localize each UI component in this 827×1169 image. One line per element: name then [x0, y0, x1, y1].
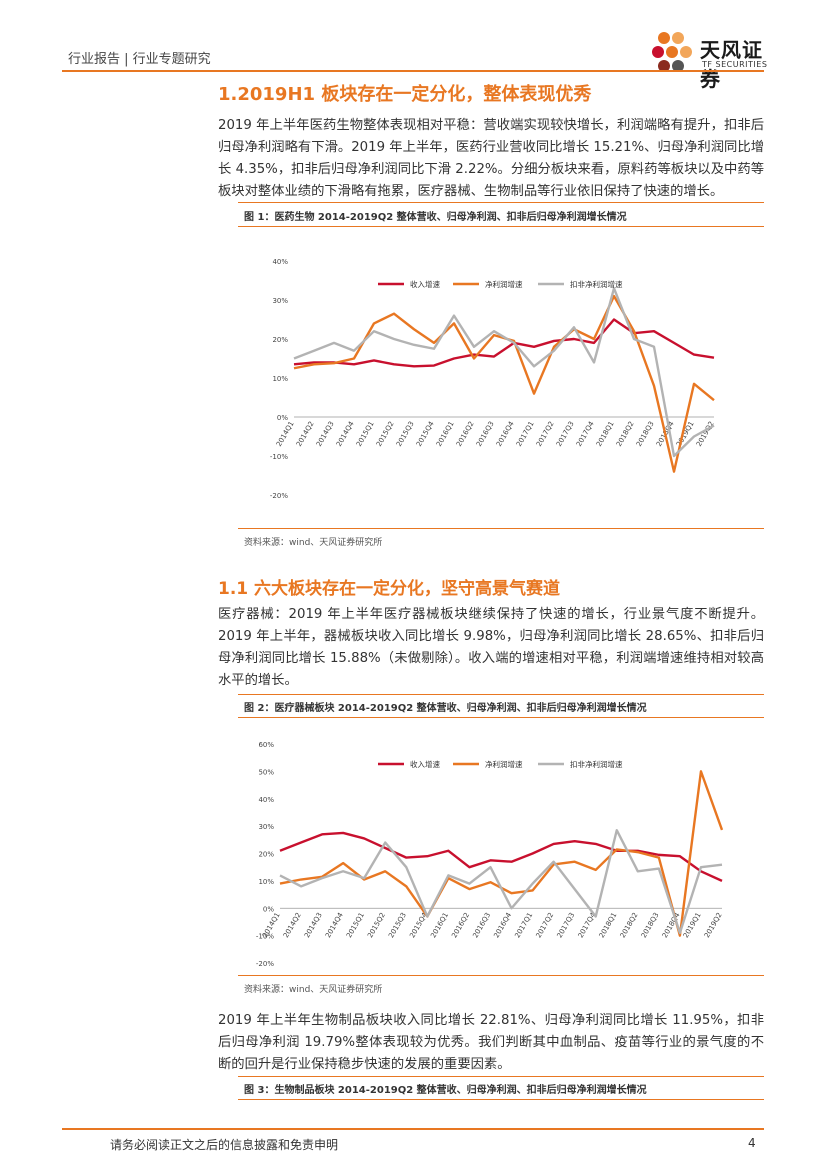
- y-tick-label: -20%: [256, 960, 274, 968]
- x-tick-label: 2016Q1: [429, 911, 450, 939]
- y-tick-label: 30%: [272, 297, 288, 305]
- figure1-line-chart: 40% 30% 20% 10% 0% -10% -20% 2014Q1 2014Q2 2014Q3…: [270, 258, 716, 500]
- x-tick-label: 2016Q3: [475, 420, 496, 448]
- x-tick-label: 2015Q3: [395, 420, 416, 448]
- y-tick-label: 40%: [258, 796, 274, 804]
- x-tick-label: 2014Q4: [324, 911, 345, 940]
- footer-divider: [62, 1128, 764, 1130]
- disclaimer-text: 请务必阅读正文之后的信息披露和免责申明: [110, 1138, 339, 1152]
- figure2-caption: 图 2：医疗器械板块 2014-2019Q2 整体营收、归母净利润、扣非后归母净…: [244, 703, 647, 714]
- y-tick-label: 60%: [258, 741, 274, 749]
- legend-label: 净利润增速: [485, 279, 523, 289]
- x-tick-label: 2018Q2: [615, 420, 636, 448]
- x-tick-label: 2017Q1: [515, 420, 536, 448]
- x-tick-label: 2017Q1: [513, 911, 534, 939]
- x-tick-label: 2018Q3: [635, 420, 656, 448]
- x-tick-label: 2017Q4: [575, 420, 596, 449]
- x-tick-label: 2015Q4: [415, 420, 436, 449]
- x-tick-label: 2014Q3: [315, 420, 336, 448]
- y-tick-label: 20%: [258, 851, 274, 859]
- x-tick-label: 2014Q3: [303, 911, 324, 939]
- x-tick-label: 2015Q3: [387, 911, 408, 939]
- x-tick-label: 2016Q3: [471, 911, 492, 939]
- y-tick-label: 50%: [258, 768, 274, 776]
- x-tick-label: 2015Q1: [345, 911, 366, 939]
- figure2-source: 资料来源：wind、天风证券研究所: [244, 985, 383, 995]
- y-tick-label: 40%: [272, 258, 288, 266]
- x-tick-label: 2015Q1: [355, 420, 376, 448]
- y-tick-label: 10%: [258, 878, 274, 886]
- x-tick-label: 2018Q3: [640, 911, 661, 939]
- figure1-source: 资料来源：wind、天风证券研究所: [244, 538, 383, 548]
- report-category: 行业报告 | 行业专题研究: [68, 52, 211, 67]
- x-tick-label: 2014Q2: [295, 420, 316, 448]
- y-tick-label: 0%: [263, 905, 274, 913]
- figure1-caption-rule: [238, 226, 764, 227]
- legend-label: 扣非净利润增速: [570, 759, 623, 769]
- figure1-caption: 图 1：医药生物 2014-2019Q2 整体营收、归母净利润、扣非后归母净利润…: [244, 212, 627, 223]
- y-tick-label: -20%: [270, 492, 288, 500]
- section1-paragraph: 2019 年上半年医药生物整体表现相对平稳：营收端实现较快增长，利润端略有提升，…: [218, 118, 764, 199]
- figure3-top-rule: [238, 1076, 764, 1077]
- y-tick-label: -10%: [270, 453, 288, 461]
- y-tick-label: 0%: [277, 414, 288, 422]
- y-tick-label: 30%: [258, 823, 274, 831]
- section2-paragraph-2: 2019 年上半年生物制品板块收入同比增长 22.81%、归母净利润同比增长 1…: [218, 1013, 764, 1072]
- x-tick-label: 2018Q1: [598, 911, 619, 939]
- legend-label: 收入增速: [410, 759, 440, 769]
- figure1-top-rule: [238, 202, 764, 203]
- figure2-caption-rule: [238, 717, 764, 718]
- page-number: 4: [748, 1136, 756, 1150]
- section2-paragraph: 医疗器械：2019 年上半年医疗器械板块继续保持了快速的增长，行业景气度不断提升…: [218, 607, 764, 688]
- header-divider: [62, 70, 764, 72]
- section-title-1: 1.2019H1 板块存在一定分化，整体表现优秀: [218, 84, 592, 105]
- figure2-line-chart: 60%50%40%30%20%10%0%-10%-20%2014Q1 2014Q2…: [256, 741, 724, 968]
- y-tick-label: 20%: [272, 336, 288, 344]
- y-tick-label: -10%: [256, 933, 274, 941]
- x-tick-label: 2016Q4: [495, 420, 516, 449]
- x-tick-label: 2018Q1: [595, 420, 616, 448]
- company-logo: 天风证券 TF SECURITIES: [650, 30, 770, 91]
- x-tick-label: 2019Q2: [703, 911, 724, 939]
- legend-label: 净利润增速: [485, 759, 523, 769]
- logo-title: 天风证券: [700, 38, 763, 91]
- section-title-2: 1.1 六大板块存在一定分化，坚守高景气赛道: [218, 579, 561, 599]
- x-tick-label: 2015Q2: [366, 911, 387, 939]
- flower-logo-icon: [652, 32, 692, 72]
- series-line: [279, 831, 723, 882]
- x-tick-label: 2016Q2: [450, 911, 471, 939]
- series-line: [279, 829, 723, 935]
- legend-label: 扣非净利润增速: [570, 279, 623, 289]
- x-tick-label: 2016Q1: [435, 420, 456, 448]
- x-tick-label: 2017Q3: [556, 911, 577, 939]
- x-tick-label: 2016Q4: [492, 911, 513, 940]
- x-tick-label: 2016Q2: [455, 420, 476, 448]
- x-tick-label: 2014Q1: [275, 420, 296, 448]
- x-tick-label: 2014Q4: [335, 420, 356, 449]
- x-tick-label: 2017Q2: [535, 420, 556, 448]
- logo-subtitle: TF SECURITIES: [702, 60, 768, 69]
- legend-label: 收入增速: [410, 279, 440, 289]
- x-tick-label: 2015Q2: [375, 420, 396, 448]
- figure3-caption-rule: [238, 1099, 764, 1100]
- x-tick-label: 2017Q2: [535, 911, 556, 939]
- x-tick-label: 2018Q2: [619, 911, 640, 939]
- figure1-bottom-rule: [238, 528, 764, 529]
- figure2-bottom-rule: [238, 975, 764, 976]
- y-tick-label: 10%: [272, 375, 288, 383]
- figure2-top-rule: [238, 694, 764, 695]
- x-tick-label: 2017Q3: [555, 420, 576, 448]
- series-line: [293, 287, 715, 458]
- series-line: [293, 318, 715, 368]
- x-tick-label: 2014Q2: [282, 911, 303, 939]
- figure3-caption: 图 3：生物制品板块 2014-2019Q2 整体营收、归母净利润、扣非后归母净…: [244, 1085, 647, 1096]
